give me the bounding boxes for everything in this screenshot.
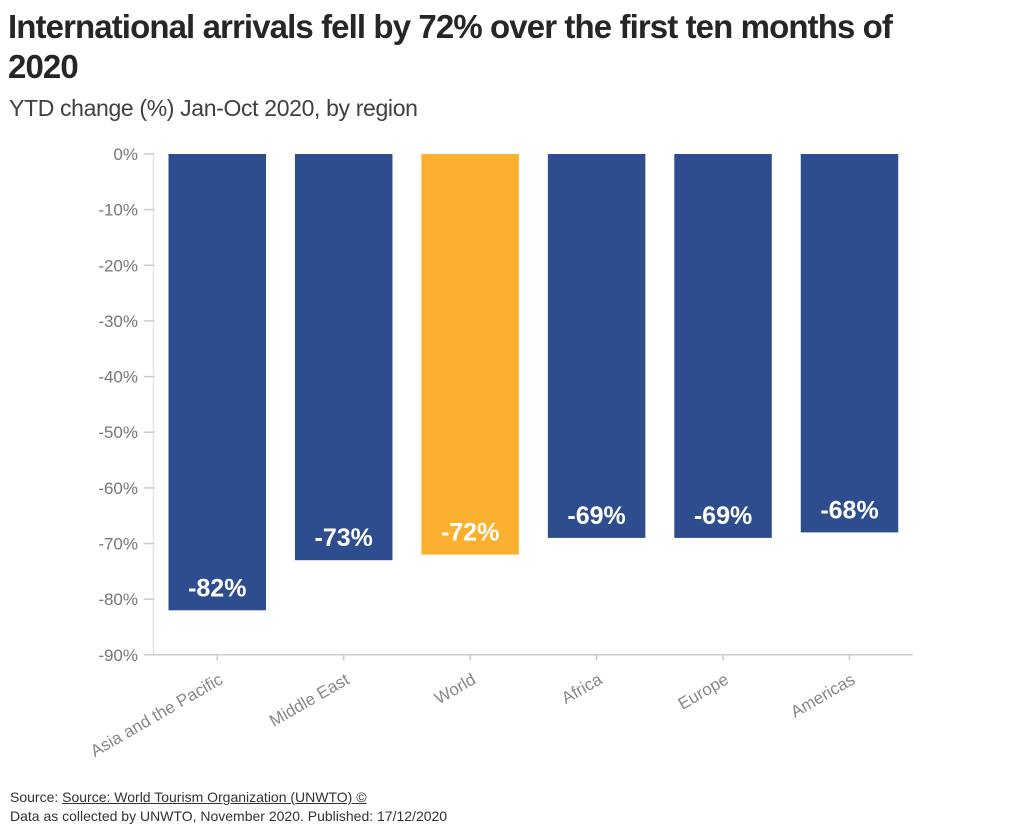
svg-text:-90%: -90% [98, 646, 138, 665]
svg-text:-82%: -82% [188, 574, 246, 602]
svg-text:-30%: -30% [98, 312, 138, 331]
svg-text:-40%: -40% [98, 368, 138, 387]
svg-text:Middle East: Middle East [266, 670, 353, 731]
svg-text:-69%: -69% [694, 502, 752, 530]
svg-text:-70%: -70% [98, 535, 138, 554]
svg-text:World: World [431, 670, 479, 709]
svg-text:Europe: Europe [675, 670, 732, 714]
svg-text:-73%: -73% [315, 524, 373, 552]
svg-text:Americas: Americas [787, 670, 858, 722]
svg-text:-10%: -10% [98, 201, 138, 220]
svg-text:Asia and the Pacific: Asia and the Pacific [87, 669, 226, 760]
svg-text:-68%: -68% [820, 496, 878, 524]
svg-text:0%: 0% [113, 145, 138, 164]
svg-text:-20%: -20% [98, 256, 138, 275]
svg-text:-60%: -60% [98, 479, 138, 498]
svg-text:Africa: Africa [558, 669, 606, 707]
svg-text:-72%: -72% [441, 519, 499, 547]
svg-text:-50%: -50% [98, 423, 138, 442]
svg-text:-80%: -80% [98, 590, 138, 609]
svg-text:-69%: -69% [567, 502, 625, 530]
